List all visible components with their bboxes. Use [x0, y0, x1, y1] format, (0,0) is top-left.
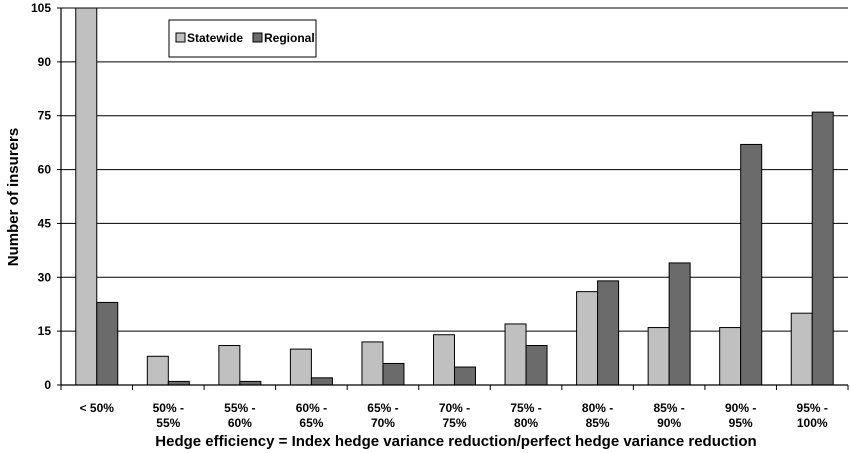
- bar-regional-6: [525, 345, 548, 386]
- bar-statewide-10: [790, 312, 813, 386]
- bar-statewide-7: [576, 291, 599, 386]
- y-tick-label: 15: [38, 324, 52, 338]
- bar-regional-10: [811, 111, 834, 386]
- x-tick-label: 75%: [442, 416, 466, 430]
- bar-regional-5: [454, 366, 476, 386]
- bar-regional-0: [96, 301, 119, 386]
- bar-regional-4: [382, 362, 405, 386]
- x-tick-label: 85%: [586, 416, 610, 430]
- x-tick-label: 65% -: [367, 401, 398, 415]
- legend-box: [168, 19, 317, 58]
- x-tick-label: 80% -: [582, 401, 613, 415]
- x-tick-label: 70% -: [439, 401, 470, 415]
- x-tick-labels: < 50% 50% -55% 55% -60% 60% -65% 65% -70% 70%…: [80, 401, 828, 430]
- legend-label-regional: Regional: [264, 31, 315, 45]
- x-tick-label: 55%: [156, 416, 180, 430]
- bar-statewide-1: [146, 355, 169, 386]
- x-tick-label: 50% -: [153, 401, 184, 415]
- x-tick-label: 85% -: [653, 401, 684, 415]
- legend: Statewide Regional: [168, 19, 317, 58]
- bar-regional-3: [310, 377, 333, 386]
- y-tick-label: 90: [38, 55, 52, 69]
- x-tick-label: 95%: [729, 416, 753, 430]
- bar-statewide-9: [719, 327, 742, 386]
- x-tick-label: 55% -: [224, 401, 255, 415]
- y-axis-title: Number of insurers: [5, 128, 22, 266]
- bars: [75, 7, 834, 386]
- y-tick-label: 60: [38, 163, 52, 177]
- bar-statewide-8: [647, 327, 670, 386]
- x-tick-label: < 50%: [80, 401, 115, 415]
- bar-statewide-2: [218, 345, 241, 386]
- x-tick-label: 75% -: [510, 401, 541, 415]
- gridlines: [61, 7, 848, 332]
- x-tick-label: 80%: [514, 416, 538, 430]
- legend-swatch-regional: [252, 32, 263, 43]
- bar-regional-9: [740, 143, 763, 386]
- axes: [57, 7, 849, 390]
- x-axis-title: Hedge efficiency = Index hedge variance …: [155, 433, 756, 450]
- x-tick-label: 60% -: [296, 401, 327, 415]
- bar-statewide-5: [433, 334, 455, 386]
- bar-statewide-6: [504, 323, 527, 386]
- x-tick-label: 90%: [657, 416, 681, 430]
- bar-statewide-4: [361, 341, 384, 386]
- y-tick-label: 0: [44, 378, 51, 392]
- x-tick-label: 90% -: [725, 401, 756, 415]
- legend-swatch-statewide: [175, 32, 186, 43]
- x-tick-label: 65%: [299, 416, 323, 430]
- y-tick-label: 75: [38, 109, 52, 123]
- y-tick-label: 30: [38, 270, 52, 284]
- bar-statewide-0: [75, 7, 98, 386]
- x-tick-label: 70%: [371, 416, 395, 430]
- x-tick-label: 100%: [797, 416, 828, 430]
- legend-label-statewide: Statewide: [187, 31, 243, 45]
- y-tick-labels: 0 15 30 45 60 75 90 105: [31, 1, 51, 392]
- bar-statewide-3: [289, 348, 312, 386]
- x-tick-label: 60%: [228, 416, 252, 430]
- bar-regional-7: [597, 280, 620, 386]
- x-tick-label: 95% -: [797, 401, 828, 415]
- y-tick-label: 45: [38, 216, 52, 230]
- y-tick-label: 105: [31, 1, 51, 15]
- bar-regional-8: [668, 262, 691, 386]
